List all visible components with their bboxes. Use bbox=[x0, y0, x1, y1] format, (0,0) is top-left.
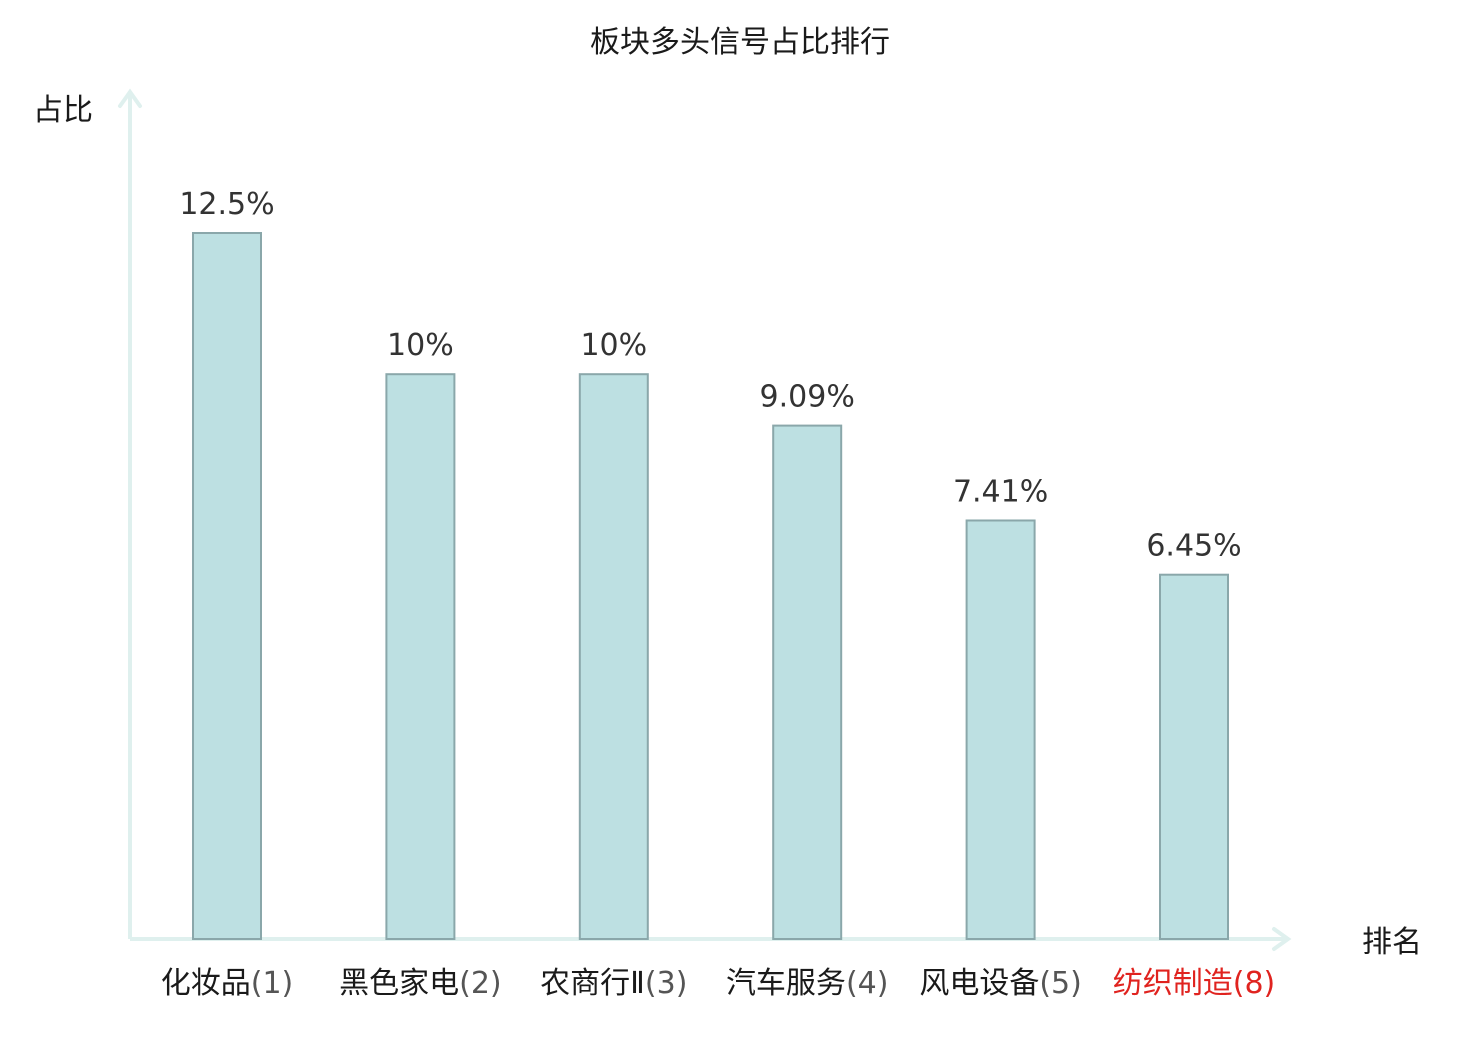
bar bbox=[1159, 573, 1229, 940]
category-rank: (5) bbox=[1039, 966, 1082, 1001]
bar bbox=[578, 373, 649, 940]
category-labels: 化妆品(1) 黑色家电(2) 农商行Ⅱ(3) 汽车服务(4) 风电设备(5) 纺织制造(8… bbox=[161, 966, 1276, 1001]
category-label: 纺织制造(8) bbox=[1113, 966, 1276, 1001]
category-label: 黑色家电(2) bbox=[339, 966, 502, 1001]
bar bbox=[192, 232, 262, 940]
chart-title: 板块多头信号占比排行 bbox=[590, 25, 890, 60]
y-axis-label: 占比 bbox=[33, 93, 93, 128]
bar bbox=[385, 373, 456, 940]
category-rank: (2) bbox=[459, 966, 502, 1001]
category-rank: (3) bbox=[645, 966, 688, 1001]
category-rank: (1) bbox=[251, 966, 294, 1001]
value-labels: 12.5% 10% 10% 9.09% 7.41% 6.45% bbox=[179, 187, 1241, 564]
category-label: 化妆品(1) bbox=[161, 966, 294, 1001]
category-label: 农商行Ⅱ(3) bbox=[540, 966, 687, 1001]
bar-value-label: 7.41% bbox=[953, 474, 1048, 509]
category-label: 汽车服务(4) bbox=[726, 966, 889, 1001]
category-name: 汽车服务 bbox=[726, 966, 846, 1001]
bar-value-label: 10% bbox=[387, 328, 454, 363]
y-axis-arrow-icon bbox=[118, 88, 142, 108]
bars bbox=[192, 232, 1229, 941]
bar bbox=[772, 424, 843, 940]
category-rank: (8) bbox=[1233, 966, 1276, 1001]
bar-value-label: 12.5% bbox=[179, 187, 274, 222]
bar-value-label: 6.45% bbox=[1146, 529, 1241, 564]
category-name: 农商行Ⅱ bbox=[540, 966, 645, 1001]
category-label: 风电设备(5) bbox=[919, 966, 1082, 1001]
category-name: 化妆品 bbox=[161, 966, 251, 1001]
category-name: 黑色家电 bbox=[339, 966, 459, 1001]
x-axis-arrow-icon bbox=[1272, 927, 1292, 951]
x-axis-label: 排名 bbox=[1362, 925, 1422, 960]
category-name: 风电设备 bbox=[919, 966, 1039, 1001]
category-rank: (4) bbox=[846, 966, 889, 1001]
axes bbox=[118, 88, 1292, 951]
bar-value-label: 10% bbox=[580, 328, 647, 363]
category-name: 纺织制造 bbox=[1113, 966, 1233, 1001]
bar-value-label: 9.09% bbox=[760, 380, 855, 415]
bar bbox=[965, 519, 1036, 941]
